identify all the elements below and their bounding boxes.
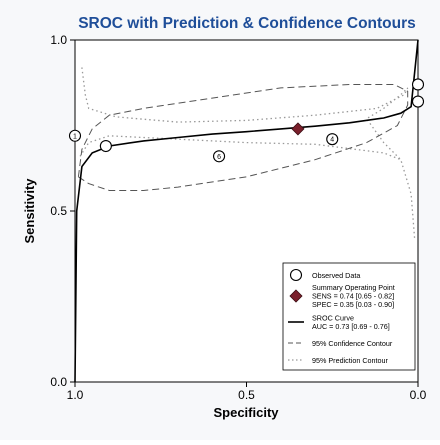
chart-title: SROC with Prediction & Confidence Contou… (78, 15, 416, 32)
y-tick-label: 0.5 (50, 204, 67, 218)
observed-point-label: 1 (73, 133, 77, 140)
sroc-curve-layer (74, 39, 419, 383)
legend-label: SROC Curve (312, 314, 354, 323)
legend-label: 95% Prediction Contour (312, 356, 389, 365)
legend-detail: AUC = 0.73 [0.69 - 0.76] (312, 322, 390, 331)
observed-point (213, 150, 226, 163)
y-axis-label: Sensitivity (22, 178, 37, 244)
x-tick-label: 1.0 (67, 388, 84, 402)
prediction-contour (79, 67, 416, 239)
observed-point (411, 95, 425, 108)
legend-label: Observed Data (312, 271, 360, 280)
x-tick-label: 0.5 (238, 388, 255, 402)
confidence-contour (77, 84, 409, 191)
legend-symbol-summary (289, 289, 303, 303)
legend: Observed Data Summary Operating PointSENS… (282, 262, 416, 371)
summary-point-layer (291, 122, 305, 136)
legend-box (282, 262, 416, 371)
summary-operating-point (291, 122, 305, 136)
y-tick-label: 0.0 (50, 375, 67, 389)
axis-ticks: 1.0 0.5 0.0 0.0 0.5 1.0 (50, 33, 426, 402)
sroc-curve (74, 39, 419, 383)
observed-point (411, 78, 425, 91)
observed-point (99, 139, 112, 153)
legend-detail: SPEC = 0.35 [0.03 - 0.90] (312, 300, 394, 309)
observed-point (68, 129, 82, 142)
x-axis-label: Specificity (213, 405, 279, 420)
legend-detail: SENS = 0.74 [0.65 - 0.82] (312, 292, 394, 301)
x-tick-label: 0.0 (410, 388, 427, 402)
observed-point (326, 133, 339, 146)
observed-point-label: 4 (330, 137, 334, 144)
legend-label: 95% Confidence Contour (312, 339, 393, 348)
y-tick-label: 1.0 (50, 33, 67, 47)
legend-symbol-observed (289, 268, 303, 282)
observed-points: 1 6 4 (68, 78, 425, 163)
observed-point-label: 6 (217, 154, 221, 161)
legend-label: Summary Operating Point (312, 283, 395, 292)
contours (77, 67, 416, 239)
